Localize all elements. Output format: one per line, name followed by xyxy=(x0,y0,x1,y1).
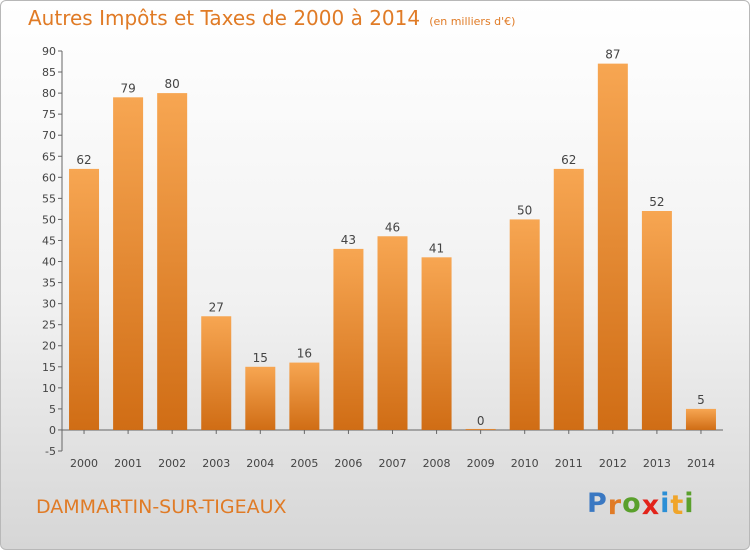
y-tick-label: 0 xyxy=(49,424,56,437)
data-label-2010: 50 xyxy=(517,203,532,217)
y-tick-label: 60 xyxy=(42,171,56,184)
bar-2002 xyxy=(157,93,188,430)
x-axis: 2000 2001 2002 2003 2004 2005 2006 2007 2008 2009… xyxy=(62,429,723,470)
x-tick-label: 2009 xyxy=(467,457,495,470)
bar-2012 xyxy=(597,63,628,430)
x-tick-label: 2010 xyxy=(511,457,539,470)
data-label-2006: 43 xyxy=(341,233,356,247)
logo-letter: o xyxy=(622,488,642,519)
data-label-2014: 5 xyxy=(697,393,705,407)
y-axis: -5 0 5 10 15 20 25 30 35 40 45 50 55 60 65 70 75 80 85 90 xyxy=(42,45,63,458)
data-label-2002: 80 xyxy=(165,77,180,91)
x-tick-label: 2002 xyxy=(158,457,186,470)
y-tick-label: 90 xyxy=(42,45,56,58)
bar-2013 xyxy=(641,211,672,430)
logo-letter: P xyxy=(587,488,608,519)
x-tick-label: 2005 xyxy=(290,457,318,470)
chart-header: Autres Impôts et Taxes de 2000 à 2014 (e… xyxy=(28,6,515,30)
x-tick-label: 2011 xyxy=(555,457,583,470)
x-tick-label: 2000 xyxy=(70,457,98,470)
y-tick-label: 50 xyxy=(42,213,56,226)
bar-2008 xyxy=(421,257,452,430)
y-tick-label: 35 xyxy=(42,277,56,290)
y-tick-label: 30 xyxy=(42,298,56,311)
logo-letter: t xyxy=(670,490,685,521)
y-tick-label: 5 xyxy=(49,403,56,416)
data-label-2004: 15 xyxy=(253,351,268,365)
data-label-2012: 87 xyxy=(605,48,620,62)
y-tick-label: 25 xyxy=(42,319,56,332)
y-tick-label: 20 xyxy=(42,340,56,353)
x-tick-label: 2007 xyxy=(379,457,407,470)
bar-2011 xyxy=(553,168,584,430)
data-label-2005: 16 xyxy=(297,347,312,361)
data-labels: 62 79 80 27 15 16 43 46 41 0 50 62 87 52 5 xyxy=(76,48,704,428)
data-label-2013: 52 xyxy=(649,195,664,209)
bar-2007 xyxy=(377,236,408,430)
logo-letter: i xyxy=(660,488,671,519)
data-label-2003: 27 xyxy=(209,300,224,314)
y-tick-label: 80 xyxy=(42,87,56,100)
bar-2004 xyxy=(245,366,276,430)
y-tick-label: 15 xyxy=(42,361,56,374)
y-tick-label: 85 xyxy=(42,66,56,79)
bar-2014 xyxy=(685,408,716,430)
bar-2000 xyxy=(69,168,100,430)
data-label-2007: 46 xyxy=(385,220,400,234)
town-name: DAMMARTIN-SUR-TIGEAUX xyxy=(36,496,287,518)
x-tick-label: 2003 xyxy=(202,457,230,470)
bar-2010 xyxy=(509,219,540,430)
logo-letter: r xyxy=(607,490,623,521)
data-label-2008: 41 xyxy=(429,241,444,255)
y-tick-label: 10 xyxy=(42,382,56,395)
y-tick-label: 55 xyxy=(42,192,56,205)
chart-subtitle: (en milliers d'€) xyxy=(429,15,516,28)
x-tick-label: 2006 xyxy=(334,457,362,470)
data-label-2009: 0 xyxy=(477,414,485,428)
bar-2006 xyxy=(333,248,364,430)
logo-letter: x xyxy=(641,490,661,521)
bar-2003 xyxy=(201,316,232,430)
bar-2009 xyxy=(465,428,496,430)
x-tick-label: 2004 xyxy=(246,457,274,470)
chart-title: Autres Impôts et Taxes de 2000 à 2014 xyxy=(28,6,421,30)
proxiti-logo[interactable]: Proxiti xyxy=(587,488,695,521)
data-label-2000: 62 xyxy=(76,153,91,167)
x-tick-label: 2001 xyxy=(114,457,142,470)
x-tick-label: 2014 xyxy=(687,457,715,470)
bars xyxy=(69,63,716,430)
logo-letter: i xyxy=(684,488,695,519)
data-label-2001: 79 xyxy=(120,81,135,95)
y-tick-label: 45 xyxy=(42,234,56,247)
bar-2001 xyxy=(113,97,144,430)
y-tick-label: -5 xyxy=(45,445,56,458)
y-tick-label: 40 xyxy=(42,256,56,269)
x-tick-label: 2012 xyxy=(599,457,627,470)
y-tick-label: 70 xyxy=(42,129,56,142)
data-label-2011: 62 xyxy=(561,153,576,167)
bar-2005 xyxy=(289,362,320,430)
x-tick-label: 2008 xyxy=(423,457,451,470)
y-tick-label: 65 xyxy=(42,150,56,163)
x-tick-label: 2013 xyxy=(643,457,671,470)
y-tick-label: 75 xyxy=(42,108,56,121)
